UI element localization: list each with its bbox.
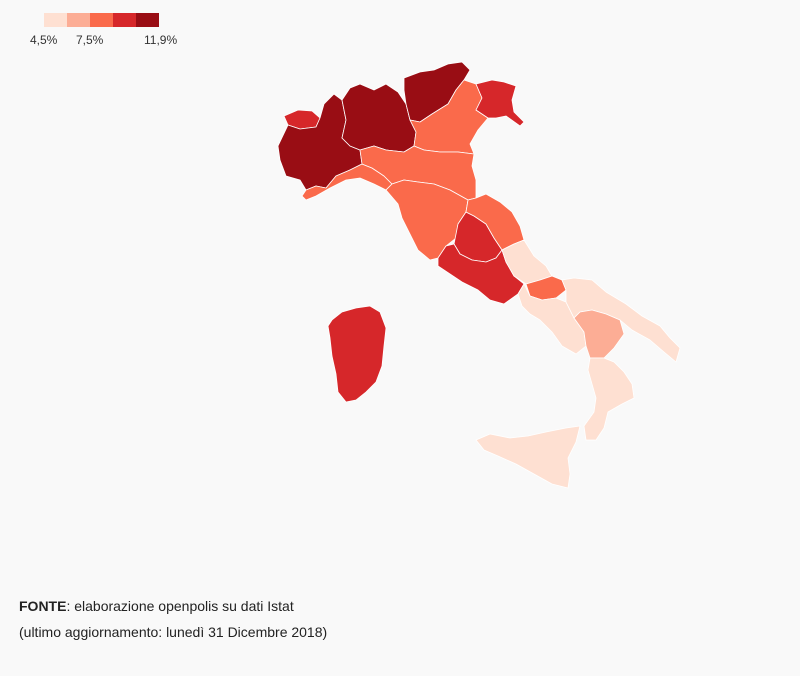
legend-label-max: 11,9%: [144, 33, 178, 47]
legend-label-mid: 7,5%: [76, 33, 104, 47]
legend-swatch-5: [136, 13, 159, 27]
legend-swatch-4: [113, 13, 136, 27]
region-sicilia[interactable]: Sicilia: [475, 425, 581, 489]
region-sardegna[interactable]: Sardegna: [327, 305, 387, 403]
region-friuli[interactable]: Friuli-Venezia Giulia: [475, 79, 525, 127]
source-line: FONTE: elaborazione openpolis su dati Is…: [19, 593, 327, 619]
source-note: FONTE: elaborazione openpolis su dati Is…: [19, 593, 327, 645]
legend-swatch-1: [44, 13, 67, 27]
region-toscana[interactable]: Toscana: [385, 179, 469, 261]
region-calabria[interactable]: Calabria: [583, 357, 635, 441]
source-text: : elaborazione openpolis su dati Istat: [66, 598, 294, 614]
legend-swatch-2: [67, 13, 90, 27]
update-line: (ultimo aggiornamento: lunedì 31 Dicembr…: [19, 624, 328, 640]
legend-swatch-3: [90, 13, 113, 27]
legend-label-min: 4,5%: [30, 33, 58, 47]
source-label: FONTE: [19, 598, 67, 614]
region-basilicata[interactable]: Basilicata: [573, 309, 625, 359]
